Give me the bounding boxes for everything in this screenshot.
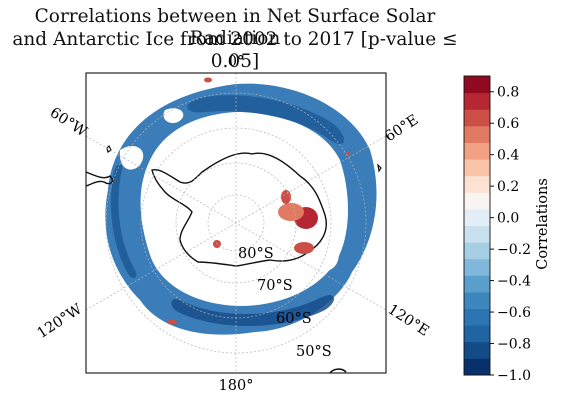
colorbar-tick-label: −1.0 (497, 368, 531, 384)
colorbar-label: Correlations (535, 178, 551, 270)
lon-label-180: 180° (219, 378, 254, 394)
colorbar-tick-label: −0.6 (497, 305, 531, 321)
colorbar-frame (463, 75, 491, 376)
strong-negative-band-south (171, 295, 335, 327)
light-gap (119, 145, 144, 170)
lat-circle-80 (207, 194, 265, 252)
positive-patch (281, 190, 291, 204)
lat-label-80s: 80°S (238, 246, 274, 262)
colorbar-level (464, 192, 490, 210)
colorbar-level (464, 291, 490, 310)
colorbar: −1.0 −0.8 −0.6 −0.4 −0.2 0.0 0.2 0.4 0.6 0.8 (463, 75, 531, 384)
chart-title-line-2: and Antarctic Ice from 2002 to 2017 [p-v… (12, 29, 458, 72)
colorbar-level (464, 358, 490, 376)
graticule (86, 73, 386, 373)
colorbar-tick-label: 0.2 (497, 179, 519, 195)
colorbar-level (464, 208, 490, 226)
colorbar-level (464, 258, 490, 276)
chart-title-line-1: Correlations between in Net Surface Sola… (34, 6, 436, 49)
lat-label-60s: 60°S (276, 311, 312, 327)
colorbar-level (464, 92, 490, 110)
colorbar-tick-label: 0.4 (497, 148, 519, 164)
island-coastline (106, 144, 112, 153)
map-frame (85, 72, 387, 374)
colorbar-tick-label: −0.2 (497, 242, 531, 258)
colorbar-level (464, 275, 490, 293)
lat-circle-70 (175, 162, 297, 284)
colorbar-level (464, 175, 490, 193)
light-gap (314, 239, 339, 271)
positive-patch (294, 242, 314, 254)
colorbar-level (464, 325, 490, 343)
colorbar-tick-label: 0.8 (497, 85, 519, 101)
colorbar-level (464, 76, 490, 94)
colorbar-level (464, 109, 490, 127)
positive-patch (167, 319, 177, 325)
lon-label-60e: 60°E (382, 112, 421, 145)
colorbar-tick-label: 0.6 (497, 116, 519, 132)
lat-label-50s: 50°S (296, 344, 332, 360)
lat-label-70s: 70°S (257, 278, 293, 294)
map-data-field (86, 77, 382, 373)
colorbar-tick-label: 0.0 (497, 211, 519, 227)
light-gap (185, 255, 213, 283)
colorbar-level (464, 159, 490, 177)
island-coastline (377, 163, 382, 173)
colorbar-tick-label: −0.4 (497, 274, 531, 290)
south-america-coastline (86, 171, 114, 187)
lon-label-120w: 120°W (35, 301, 86, 342)
colorbar-level (464, 242, 490, 260)
positive-patch (346, 152, 350, 156)
lon-label-120e: 120°E (385, 302, 432, 340)
colorbar-tick-label: −0.8 (497, 337, 531, 353)
strong-negative-band-west (110, 164, 137, 278)
strong-negative-band (187, 95, 345, 145)
colorbar-level (464, 308, 490, 326)
colorbar-level (464, 125, 490, 143)
colorbar-level (464, 341, 490, 359)
colorbar-level (464, 142, 490, 160)
lon-label-0: 0° (228, 54, 244, 70)
positive-patch (278, 203, 304, 221)
antarctica-landmass (151, 152, 327, 267)
lon-label-60w: 60°W (47, 105, 90, 141)
new-zealand-coastline (329, 368, 347, 373)
positive-patch (204, 77, 212, 83)
meridian-120 (86, 135, 386, 311)
colorbar-level (464, 225, 490, 243)
